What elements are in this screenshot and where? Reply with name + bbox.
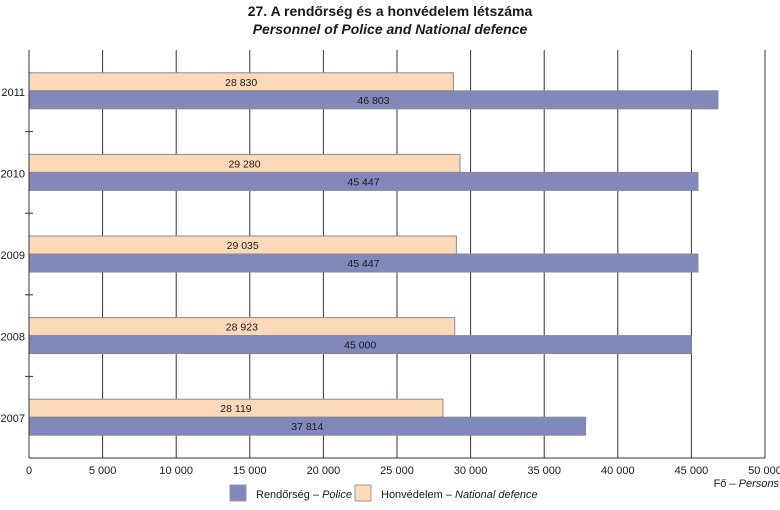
legend-swatch-police [229, 484, 247, 502]
y-tick-label: 2009 [1, 250, 25, 262]
y-tick-label: 2010 [1, 168, 25, 180]
y-tick-label: 2011 [1, 87, 25, 99]
x-tick-label: 10 000 [159, 465, 193, 477]
chart-title: 27. A rendőrség és a honvédelem létszáma [248, 3, 533, 19]
data-label: 46 803 [357, 95, 389, 107]
legend-label-defence: Honvédelem – National defence [381, 489, 538, 501]
data-label: 29 280 [228, 158, 260, 170]
data-label: 45 447 [347, 258, 379, 270]
data-label: 45 447 [347, 176, 379, 188]
x-tick-label: 5 000 [89, 465, 117, 477]
x-tick-label: 45 000 [675, 465, 709, 477]
data-label: 28 923 [226, 322, 258, 334]
legend-label-police: Rendőrség – Police [256, 489, 352, 501]
data-label: 28 119 [220, 403, 251, 415]
x-tick-label: 15 000 [233, 465, 267, 477]
data-label: 28 830 [225, 77, 257, 89]
x-tick-label: 30 000 [454, 465, 488, 477]
x-tick-label: 25 000 [380, 465, 414, 477]
x-axis-label: Fő – Persons [714, 478, 780, 490]
x-tick-label: 40 000 [601, 465, 635, 477]
x-tick-label: 20 000 [307, 465, 341, 477]
x-tick-label: 50 000 [748, 465, 780, 477]
x-tick-label: 35 000 [527, 465, 561, 477]
y-tick-label: 2008 [1, 332, 25, 344]
data-label: 45 000 [344, 340, 376, 352]
legend-swatch-defence [354, 484, 372, 502]
x-tick-label: 0 [26, 465, 32, 477]
chart-subtitle: Personnel of Police and National defence [253, 21, 528, 37]
data-label: 29 035 [227, 240, 259, 252]
data-label: 37 814 [291, 421, 323, 433]
legend: Rendőrség – Police Honvédelem – National… [229, 484, 538, 502]
y-tick-label: 2007 [1, 413, 25, 425]
